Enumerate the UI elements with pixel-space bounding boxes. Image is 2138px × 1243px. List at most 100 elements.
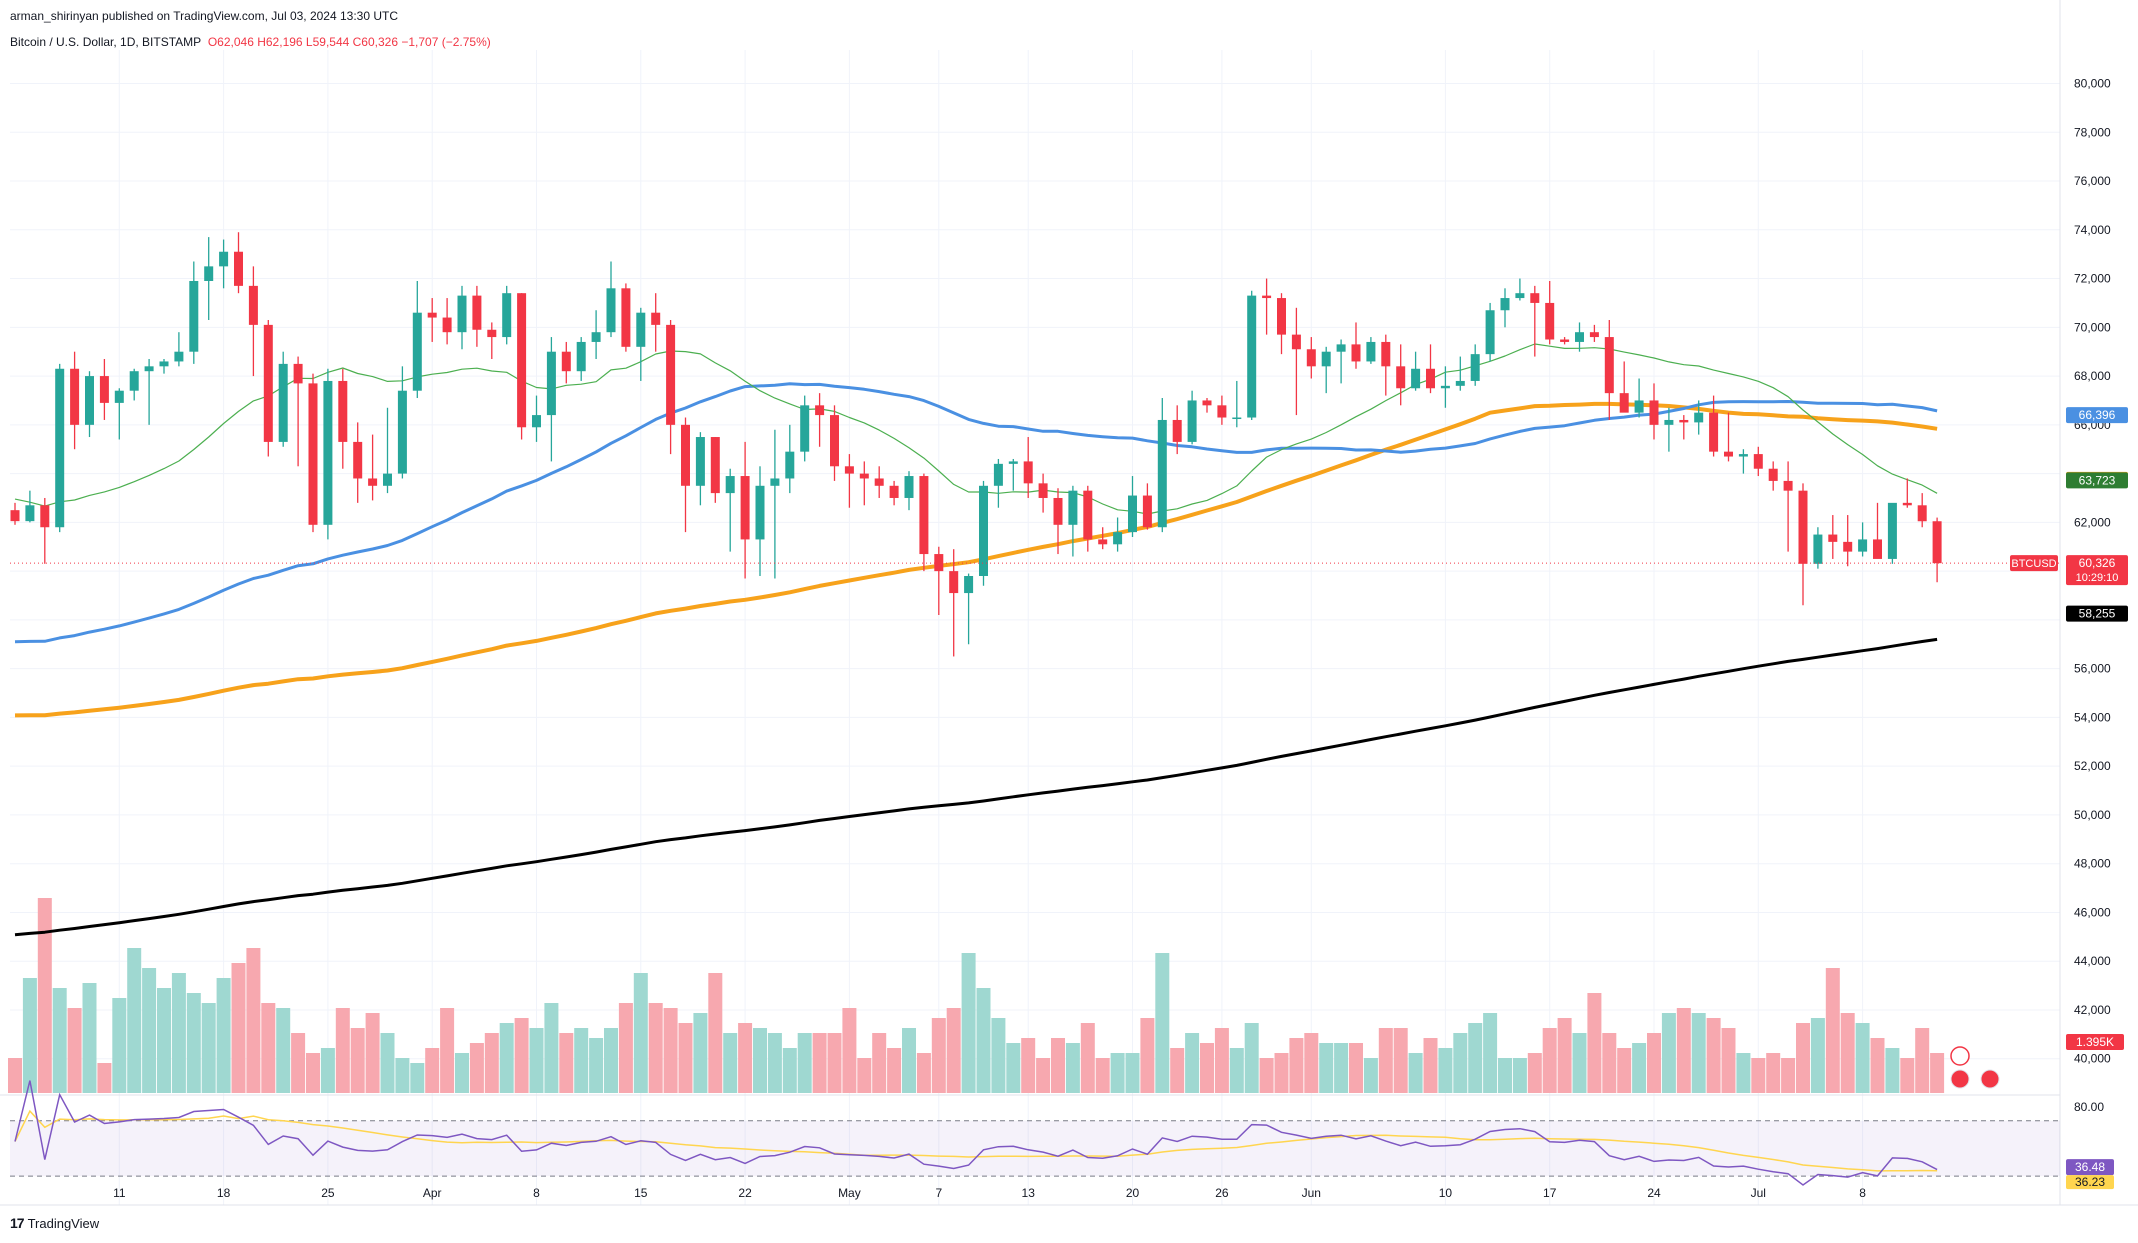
volume-bar (1259, 1058, 1274, 1093)
tradingview-brand: TradingView (27, 1215, 100, 1231)
volume-bars (8, 898, 1945, 1093)
candle-body (323, 380, 333, 525)
candle-body (1426, 368, 1435, 389)
candle (1902, 478, 1912, 508)
candle (919, 473, 929, 572)
volume-bar (1155, 953, 1170, 1093)
candle (710, 437, 720, 503)
volume-bar (350, 1028, 365, 1093)
volume-bar (1706, 1018, 1721, 1093)
candle (1470, 344, 1480, 386)
rsi-level-label: 80.00 (2074, 1100, 2104, 1114)
candle (487, 322, 497, 360)
candle (1381, 334, 1391, 396)
volume-bar (648, 1003, 663, 1093)
candle (55, 363, 65, 533)
candle (1664, 407, 1674, 452)
volume-bar (1274, 1053, 1289, 1093)
candle-body (1694, 412, 1704, 423)
candle-body (785, 451, 795, 479)
candle (129, 368, 139, 401)
candle (561, 341, 571, 384)
price-label-bg (2066, 407, 2128, 424)
candle-body (263, 324, 273, 442)
candle (889, 480, 899, 506)
last-price-bg (2066, 555, 2128, 586)
time-tick-label: 15 (634, 1186, 648, 1200)
candle (993, 458, 1003, 508)
candle (1202, 398, 1212, 413)
price-tick-label: 80,000 (2074, 77, 2111, 91)
candle-body (397, 390, 407, 474)
candle (755, 466, 765, 576)
candle (1247, 290, 1257, 420)
time-tick-label: 13 (1022, 1186, 1036, 1200)
volume-bar (186, 993, 201, 1093)
volume-bar (276, 1008, 291, 1093)
volume-bar (514, 1018, 529, 1093)
time-tick-label: 8 (1859, 1186, 1866, 1200)
volume-bar (589, 1038, 604, 1093)
time-tick-label: 20 (1126, 1186, 1140, 1200)
volume-bar (1781, 1058, 1796, 1093)
time-tick-label: Jul (1751, 1186, 1766, 1200)
candle (695, 432, 705, 506)
candle (621, 283, 631, 352)
time-tick-label: 25 (321, 1186, 335, 1200)
tradingview-logo[interactable]: 17 TradingView (10, 1215, 99, 1231)
candle-body (1545, 302, 1555, 340)
price-tick-label: 68,000 (2074, 369, 2111, 383)
volume-bar (52, 988, 67, 1093)
candle-body (770, 478, 780, 486)
candle (189, 261, 199, 364)
candle (85, 371, 94, 438)
price-label: 58,255 (2079, 607, 2116, 621)
candle-body (889, 485, 899, 498)
volume-bar (1632, 1043, 1647, 1093)
candle-body (368, 478, 378, 486)
candle-body (1217, 405, 1227, 418)
volume-bar (1036, 1058, 1051, 1093)
price-label-bg (2066, 605, 2128, 622)
candle (681, 417, 690, 533)
volume-bar (872, 1033, 887, 1093)
symbol-name[interactable]: Bitcoin / U.S. Dollar, 1D, BITSTAMP (10, 35, 202, 49)
candle (1917, 493, 1927, 528)
candle-body (1083, 490, 1093, 540)
volume-bar (1512, 1058, 1527, 1093)
candle (1351, 322, 1361, 369)
candle-body (844, 466, 854, 474)
candle-body (1917, 505, 1927, 522)
candle (1887, 502, 1897, 564)
price-tick-label: 48,000 (2074, 857, 2111, 871)
candle-body (159, 361, 169, 367)
candle-body (40, 505, 50, 528)
candle (591, 310, 601, 360)
candle (397, 366, 407, 479)
candle-body (487, 329, 497, 338)
volume-bar (544, 1003, 559, 1093)
volume-bar (1125, 1053, 1140, 1093)
volume-bar (1542, 1028, 1557, 1093)
candle (1336, 339, 1346, 384)
volume-bar (1647, 1033, 1661, 1093)
price-tick-label: 76,000 (2074, 174, 2111, 188)
candle-body (114, 390, 124, 403)
candle-body (353, 441, 363, 479)
volume-bar (1393, 1028, 1408, 1093)
candle-body (70, 368, 80, 425)
candle (1575, 322, 1584, 352)
volume-bar (782, 1048, 797, 1093)
volume-bar (1885, 1048, 1900, 1093)
volume-bar (842, 1008, 857, 1093)
volume-bar (1080, 1023, 1095, 1093)
volume-bar (902, 1028, 916, 1093)
candle (1724, 412, 1733, 462)
candle-body (1306, 349, 1316, 367)
candle (1813, 527, 1823, 569)
time-tick-label: 24 (1647, 1186, 1661, 1200)
candle (457, 285, 467, 350)
candle (1083, 485, 1093, 552)
time-axis: 11 18 25 Apr 8 15 22 May 7 13 20 26 Jun 10 17 24 Jul 8 (113, 1186, 1866, 1200)
